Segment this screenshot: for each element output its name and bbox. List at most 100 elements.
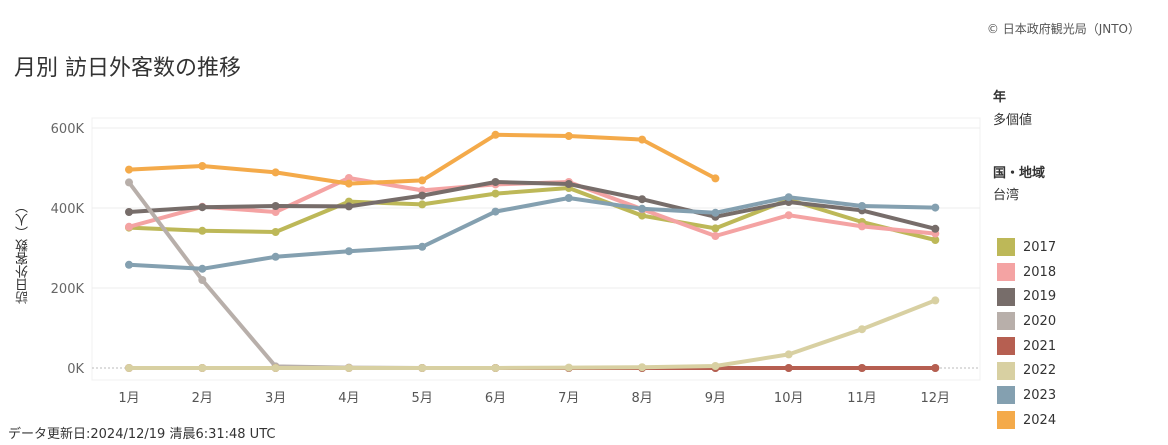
legend-label: 2017 — [1023, 239, 1057, 255]
series-line-2017 — [127, 186, 938, 242]
data-point-2021 — [931, 364, 940, 372]
data-point-2019 — [125, 208, 133, 216]
x-tick-label: 4月 — [338, 391, 359, 406]
x-tick-label: 5月 — [412, 391, 433, 406]
y-tick-label: 0K — [67, 362, 84, 377]
chart-title: 月別 訪日外客数の推移 — [14, 56, 241, 81]
data-point-2018 — [344, 174, 353, 182]
series-line-2024 — [127, 132, 718, 186]
data-point-2017 — [711, 224, 720, 233]
data-point-2022 — [491, 364, 500, 372]
legend-swatch — [997, 287, 1015, 306]
legend-item-2024[interactable]: 2024 — [997, 408, 1056, 433]
legend-item-2023[interactable]: 2023 — [997, 383, 1056, 408]
x-tick-label: 9月 — [705, 391, 726, 406]
data-point-2018 — [784, 211, 793, 220]
data-point-2017 — [418, 200, 427, 209]
data-point-2022 — [271, 364, 280, 372]
series-line-2019 — [127, 180, 938, 231]
data-point-2017 — [491, 189, 500, 198]
data-point-2022 — [564, 363, 573, 372]
data-point-2024 — [198, 162, 207, 170]
y-tick-label: 200K — [51, 282, 85, 297]
data-point-2024 — [638, 135, 647, 144]
data-point-2024 — [564, 132, 573, 140]
data-point-2019 — [638, 195, 647, 204]
legend-label: 2023 — [1023, 387, 1057, 403]
y-tick-label: 400K — [51, 202, 85, 217]
legend-swatch — [997, 263, 1015, 282]
data-point-2023 — [858, 202, 866, 210]
legend-label: 2022 — [1023, 363, 1057, 379]
x-tick-label: 10月 — [774, 391, 804, 406]
year-filter-header: 年 — [993, 90, 1007, 105]
data-point-2019 — [418, 191, 427, 200]
legend-item-2021[interactable]: 2021 — [997, 334, 1056, 359]
copyright-notice: © 日本政府観光局（JNTO） — [986, 22, 1140, 36]
legend-swatch — [997, 411, 1015, 430]
plot-frame — [91, 117, 981, 381]
legend-item-2017[interactable]: 2017 — [997, 235, 1056, 260]
data-point-2019 — [931, 224, 940, 233]
data-point-2018 — [271, 208, 280, 216]
legend: 2017 2018 2019 2020 2021 2022 2023 2024 — [997, 235, 1056, 433]
legend-item-2019[interactable]: 2019 — [997, 284, 1056, 309]
line-chart: 0K 200K 400K 600K 1月 2月 3月 4月 5月 6月 7月 8月 9月 10月 11月 12… — [51, 117, 981, 406]
region-filter-value[interactable]: 台湾 — [993, 188, 1020, 203]
x-tick-label: 11月 — [847, 391, 877, 406]
data-point-2022 — [931, 296, 940, 305]
data-point-2022 — [344, 364, 353, 372]
data-point-2024 — [271, 168, 280, 177]
data-point-2022 — [784, 350, 793, 359]
legend-item-2022[interactable]: 2022 — [997, 358, 1056, 383]
data-point-2021 — [858, 364, 866, 372]
x-tick-label: 6月 — [485, 391, 506, 406]
data-point-2018 — [711, 232, 720, 240]
data-point-2017 — [638, 211, 647, 220]
x-tick-label: 8月 — [631, 391, 652, 406]
data-point-2021 — [784, 364, 793, 372]
data-point-2024 — [418, 176, 427, 185]
legend-swatch — [997, 361, 1015, 380]
legend-label: 2019 — [1023, 289, 1057, 305]
data-point-2024 — [125, 165, 133, 174]
region-filter-header: 国・地域 — [993, 166, 1046, 181]
data-point-2022 — [418, 364, 427, 372]
data-point-2022 — [711, 362, 720, 370]
data-point-2023 — [125, 260, 133, 269]
series-line-2023 — [127, 195, 938, 271]
data-point-2019 — [271, 202, 280, 210]
legend-swatch — [997, 337, 1015, 356]
data-point-2019 — [564, 180, 573, 188]
year-filter-value[interactable]: 多個値 — [993, 113, 1033, 128]
data-point-2018 — [125, 222, 133, 231]
legend-label: 2020 — [1023, 313, 1057, 329]
legend-item-2020[interactable]: 2020 — [997, 309, 1056, 334]
x-tick-label: 7月 — [558, 391, 579, 406]
x-tick-label: 12月 — [921, 391, 951, 406]
legend-label: 2021 — [1023, 338, 1057, 354]
data-point-2023 — [638, 204, 647, 213]
data-point-2023 — [418, 242, 427, 251]
y-tick-label: 600K — [51, 122, 85, 137]
data-point-2023 — [564, 194, 573, 202]
data-point-2023 — [491, 207, 500, 216]
data-point-2017 — [198, 226, 207, 235]
x-tick-label: 1月 — [118, 391, 139, 406]
legend-label: 2018 — [1023, 264, 1057, 280]
data-point-2024 — [344, 179, 353, 188]
data-point-2018 — [858, 222, 866, 231]
data-point-2023 — [931, 203, 940, 212]
data-point-2023 — [271, 252, 280, 261]
data-point-2019 — [491, 178, 500, 186]
data-point-2024 — [711, 174, 720, 183]
data-point-2022 — [638, 363, 647, 372]
data-point-2020 — [125, 178, 133, 187]
data-point-2023 — [711, 208, 720, 217]
data-point-2024 — [491, 130, 500, 139]
legend-swatch — [997, 312, 1015, 331]
legend-item-2018[interactable]: 2018 — [997, 260, 1056, 285]
x-tick-label: 3月 — [265, 391, 286, 406]
data-point-2019 — [344, 202, 353, 211]
data-point-2022 — [858, 325, 866, 334]
